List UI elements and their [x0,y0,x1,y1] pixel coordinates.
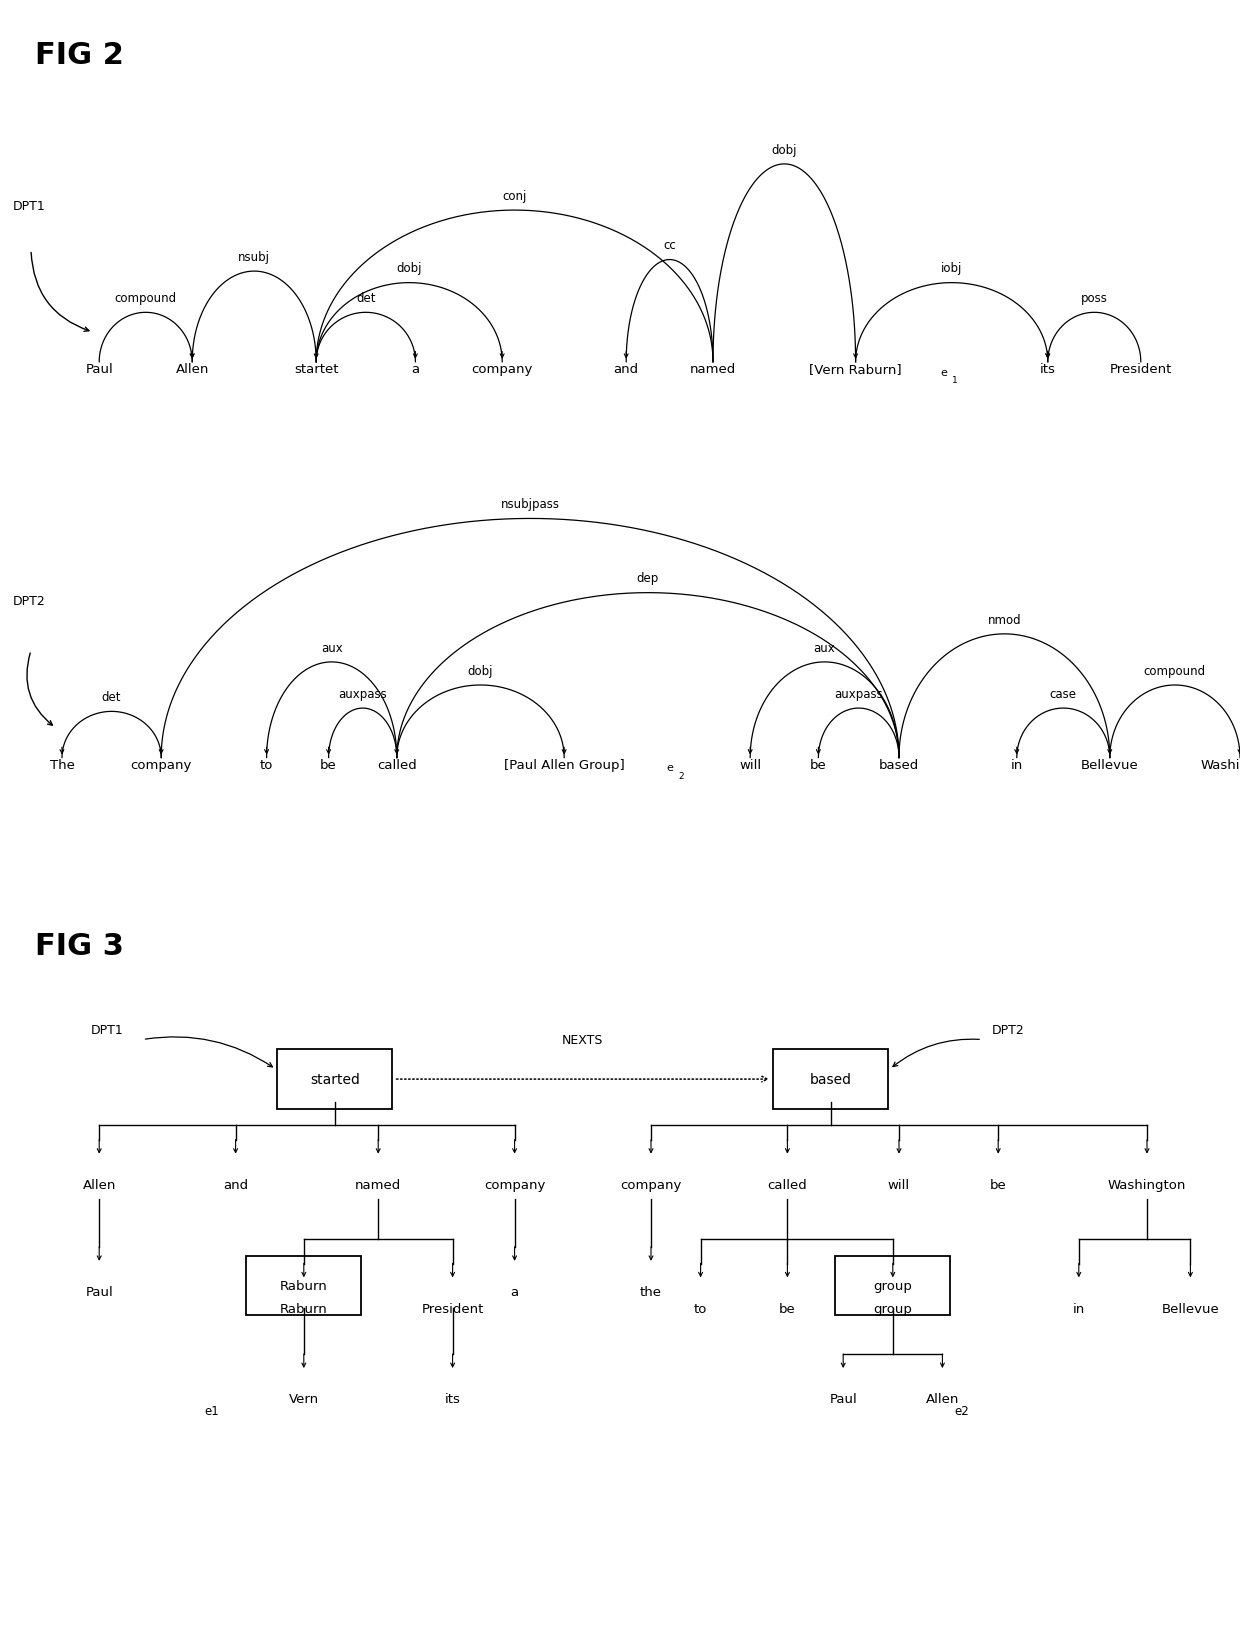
Text: Allen: Allen [83,1178,115,1192]
Text: cc: cc [663,239,676,252]
Text: be: be [990,1178,1007,1192]
Text: e2: e2 [955,1404,970,1417]
Text: The: The [50,758,74,771]
Text: Paul: Paul [86,1285,113,1299]
Text: group: group [873,1279,913,1292]
Text: nsubj: nsubj [238,250,270,264]
Text: a: a [511,1285,518,1299]
Text: iobj: iobj [941,262,962,275]
Text: President: President [1110,363,1172,376]
Text: Paul: Paul [830,1393,857,1406]
Text: FIG 3: FIG 3 [35,931,124,961]
Text: conj: conj [502,190,527,203]
Text: its: its [445,1393,460,1406]
Text: based: based [879,758,919,771]
Text: company: company [130,758,192,771]
Text: to: to [260,758,273,771]
Text: startet: startet [294,363,339,376]
Text: company: company [620,1178,682,1192]
Text: and: and [223,1178,248,1192]
Text: [Paul Allen Group]: [Paul Allen Group] [503,758,625,771]
Text: group: group [873,1302,913,1315]
Text: auxpass: auxpass [339,687,387,700]
Text: DPT1: DPT1 [12,199,45,213]
Text: Vern: Vern [289,1393,319,1406]
FancyBboxPatch shape [774,1050,888,1109]
Text: dobj: dobj [771,143,797,157]
Text: called: called [377,758,417,771]
FancyBboxPatch shape [277,1050,392,1109]
Text: named: named [689,363,737,376]
FancyBboxPatch shape [246,1256,362,1315]
Text: dobj: dobj [467,664,494,677]
Text: dobj: dobj [397,262,422,275]
Text: started: started [310,1073,360,1086]
Text: poss: poss [1081,292,1107,305]
Text: Raburn: Raburn [280,1302,327,1315]
Text: Raburn: Raburn [280,1279,327,1292]
Text: be: be [810,758,827,771]
Text: to: to [694,1302,707,1315]
Text: DPT2: DPT2 [992,1023,1024,1037]
Text: in: in [1073,1302,1085,1315]
Text: e1: e1 [205,1404,219,1417]
Text: compound: compound [114,292,177,305]
Text: in: in [1011,758,1023,771]
Text: nsubjpass: nsubjpass [501,498,559,511]
Text: be: be [779,1302,796,1315]
Text: Bellevue: Bellevue [1081,758,1138,771]
Text: FIG 2: FIG 2 [35,41,124,71]
Text: a: a [412,363,419,376]
Text: Washington: Washington [1107,1178,1187,1192]
Text: be: be [320,758,337,771]
Text: and: and [614,363,639,376]
Text: Allen: Allen [176,363,208,376]
FancyBboxPatch shape [836,1256,950,1315]
Text: aux: aux [321,641,342,654]
Text: called: called [768,1178,807,1192]
Text: will: will [888,1178,910,1192]
Text: President: President [422,1302,484,1315]
Text: nmod: nmod [987,613,1022,626]
Text: DPT1: DPT1 [92,1023,124,1037]
Text: the: the [640,1285,662,1299]
Text: e: e [940,368,947,377]
Text: det: det [356,292,376,305]
Text: Washington: Washington [1200,758,1240,771]
Text: company: company [471,363,533,376]
Text: NEXTS: NEXTS [562,1033,604,1046]
Text: det: det [102,691,122,704]
Text: will: will [739,758,761,771]
Text: Allen: Allen [926,1393,959,1406]
Text: compound: compound [1143,664,1207,677]
Text: Bellevue: Bellevue [1162,1302,1219,1315]
Text: 1: 1 [952,376,959,384]
Text: case: case [1050,687,1076,700]
Text: Paul: Paul [86,363,113,376]
Text: e: e [666,763,673,773]
Text: dep: dep [637,572,658,585]
Text: named: named [355,1178,402,1192]
Text: aux: aux [813,641,836,654]
Text: auxpass: auxpass [835,687,883,700]
Text: [Vern Raburn]: [Vern Raburn] [810,363,901,376]
Text: 2: 2 [678,771,684,780]
Text: based: based [810,1073,852,1086]
Text: its: its [1040,363,1055,376]
Text: company: company [484,1178,546,1192]
Text: DPT2: DPT2 [12,595,45,608]
